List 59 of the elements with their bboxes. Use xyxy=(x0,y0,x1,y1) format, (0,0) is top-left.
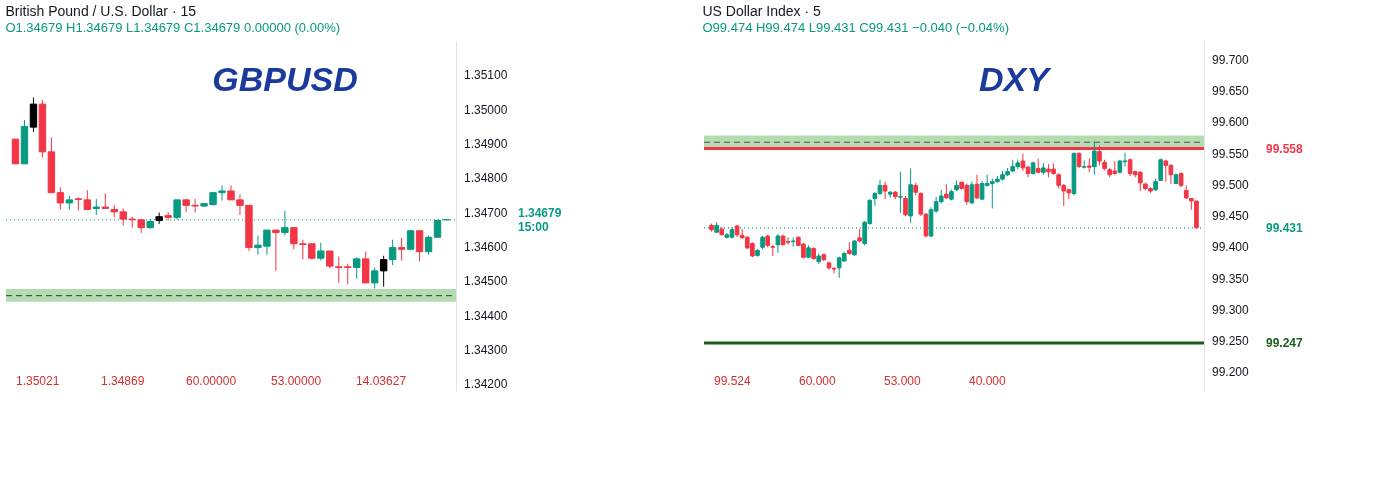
y-tick-label: 99.250 xyxy=(1212,334,1250,348)
y-tick-label: 99.200 xyxy=(1212,365,1250,380)
y-tick-label: 1.34700 xyxy=(464,205,508,220)
y-tick-label: 1.34900 xyxy=(464,136,508,151)
ref-line-label: 1.34679 15:00 xyxy=(518,205,562,234)
chart-title: British Pound / U.S. Dollar · 15 xyxy=(5,3,197,19)
chart-subtitle: O1.34679 H1.34679 L1.34679 C1.34679 0.00000 (0.00%) xyxy=(5,20,341,35)
candlestick xyxy=(29,97,38,133)
candlestick xyxy=(1092,141,1097,176)
candlestick xyxy=(370,266,379,289)
y-tick-label: 99.350 xyxy=(1212,271,1250,286)
annotation: 40.000 xyxy=(969,374,1007,388)
y-tick-label: 99.400 xyxy=(1212,240,1250,255)
y-tick-label: 1.34300 xyxy=(464,342,508,357)
candlestick xyxy=(903,195,908,217)
annotation: 1.34869 xyxy=(101,374,145,388)
y-tick-label: 99.600 xyxy=(1212,115,1250,130)
y-tick-label: 1.34800 xyxy=(464,171,508,186)
candlestick xyxy=(974,174,980,200)
chart-title: US Dollar Index · 5 xyxy=(702,3,821,19)
y-tick-label: 99.450 xyxy=(1212,209,1250,223)
candlestick xyxy=(388,239,397,266)
annotation: GBPUSD xyxy=(212,60,358,98)
candlestick xyxy=(272,229,280,272)
chart-subtitle: O99.474 H99.474 L99.431 C99.431 −0.040 (−0.04%) xyxy=(702,20,1009,35)
candlestick xyxy=(882,181,888,200)
candlestick xyxy=(424,235,433,256)
annotation: 53.00000 xyxy=(271,374,322,388)
y-tick-label: 1.34400 xyxy=(464,308,508,323)
y-tick-label: 1.34600 xyxy=(464,239,508,254)
candlestick xyxy=(785,236,791,246)
y-tick-label: 99.500 xyxy=(1212,177,1250,192)
annotation: 53.000 xyxy=(884,374,922,388)
ref-line-label: 99.247 xyxy=(1266,335,1304,350)
annotation: 99.524 xyxy=(714,374,752,388)
y-tick-label: 99.700 xyxy=(1212,52,1250,67)
candlestick xyxy=(56,186,65,210)
candlestick xyxy=(353,256,361,280)
ref-line-label: 99.558 xyxy=(1266,141,1304,156)
candlestick xyxy=(898,171,903,214)
y-tick-label: 99.300 xyxy=(1212,302,1250,317)
y-tick-label: 99.650 xyxy=(1212,84,1250,98)
candlestick xyxy=(397,237,406,262)
y-tick-label: 1.34200 xyxy=(464,377,508,392)
annotation: 14.03627 xyxy=(356,374,407,388)
annotation: 1.35021 xyxy=(16,374,60,388)
annotation: 60.00000 xyxy=(186,374,237,388)
candlestick xyxy=(775,233,781,254)
annotation: DXY xyxy=(979,60,1053,98)
annotation: 60.000 xyxy=(799,374,837,388)
y-tick-label: 1.35100 xyxy=(464,68,508,83)
candlestick xyxy=(379,255,388,288)
ref-line-label: 99.431 xyxy=(1266,220,1304,235)
candlestick xyxy=(406,229,415,250)
y-tick-label: 1.35000 xyxy=(464,102,508,117)
candlestick xyxy=(415,230,424,262)
y-tick-label: 99.550 xyxy=(1212,146,1250,161)
y-tick-label: 1.34500 xyxy=(464,274,508,289)
candlestick xyxy=(164,211,172,221)
